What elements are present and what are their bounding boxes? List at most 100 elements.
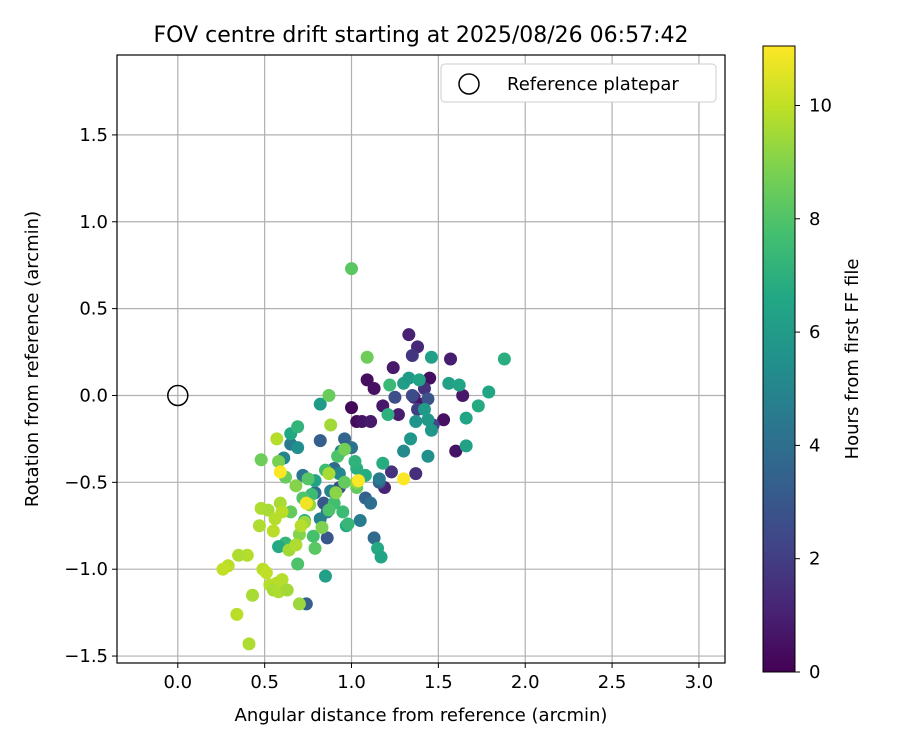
data-point <box>313 434 327 448</box>
data-point <box>397 444 411 458</box>
y-axis-ticks: −1.5 −1.0 −0.5 0.0 0.5 1.0 1.5 <box>64 125 117 667</box>
data-point <box>442 376 456 390</box>
data-point <box>291 441 305 455</box>
colorbar-label: Hours from first FF file <box>842 259 863 460</box>
data-point <box>367 531 381 545</box>
plot-frame <box>116 54 726 664</box>
data-point <box>308 541 322 555</box>
y-tick-label: −1.0 <box>64 559 108 580</box>
colorbar: 0 2 4 6 8 10 Hours from first FF file <box>762 45 863 683</box>
data-point <box>338 442 352 456</box>
y-axis-label: Rotation from reference (arcmin) <box>22 211 43 507</box>
legend-marker-icon <box>458 73 480 95</box>
data-point <box>306 529 320 543</box>
data-point <box>270 432 284 446</box>
data-point <box>391 408 405 422</box>
colorbar-tick-label: 8 <box>809 209 820 230</box>
data-point <box>404 432 418 446</box>
data-point <box>322 388 336 402</box>
data-point <box>345 262 359 276</box>
colorbar-tick-label: 4 <box>809 435 820 456</box>
data-point <box>318 569 332 583</box>
data-point <box>421 449 435 463</box>
data-point <box>272 454 286 468</box>
data-point <box>289 479 303 493</box>
data-point <box>424 350 438 364</box>
data-point <box>402 371 416 385</box>
colorbar-gradient <box>762 45 796 673</box>
data-point <box>360 373 374 387</box>
data-point <box>421 413 435 427</box>
data-point <box>289 538 303 552</box>
data-point <box>216 562 230 576</box>
legend-box <box>440 63 717 103</box>
data-point <box>338 432 352 446</box>
data-point <box>383 378 397 392</box>
data-point <box>345 401 359 415</box>
x-tick-label: 1.0 <box>337 672 366 693</box>
data-point <box>322 503 336 517</box>
data-point <box>360 350 374 364</box>
x-tick-label: 3.0 <box>685 672 714 693</box>
data-point <box>364 415 378 429</box>
data-point <box>386 361 400 375</box>
y-tick-label: 1.5 <box>79 125 108 146</box>
data-point <box>417 402 431 416</box>
y-tick-label: −0.5 <box>64 472 108 493</box>
data-point <box>291 557 305 571</box>
legend-entry-label: Reference platepar <box>507 74 679 95</box>
data-point <box>254 453 268 467</box>
data-point <box>381 408 395 422</box>
data-point <box>388 390 402 404</box>
x-tick-label: 0.0 <box>163 672 192 693</box>
data-point <box>341 517 355 531</box>
colorbar-ticks: 0 2 4 6 8 10 <box>795 95 832 683</box>
data-point <box>424 423 438 437</box>
data-point <box>459 411 473 425</box>
data-point <box>261 503 275 517</box>
data-point <box>232 548 246 562</box>
data-point <box>291 420 305 434</box>
chart-title: FOV centre drift starting at 2025/08/26 … <box>154 23 689 48</box>
data-point <box>322 467 336 481</box>
data-point <box>409 415 423 429</box>
data-point <box>301 472 315 486</box>
x-tick-label: 2.0 <box>511 672 540 693</box>
data-point <box>266 524 280 538</box>
data-point <box>294 519 308 533</box>
data-point <box>459 439 473 453</box>
data-point <box>280 583 294 597</box>
data-point <box>348 454 362 468</box>
x-tick-label: 0.5 <box>250 672 279 693</box>
data-point <box>412 373 426 387</box>
data-point <box>452 378 466 392</box>
data-point <box>497 352 511 366</box>
data-point <box>353 514 367 528</box>
data-point <box>405 388 419 402</box>
data-point <box>259 566 273 580</box>
data-point <box>402 328 416 342</box>
data-point <box>275 573 289 587</box>
colorbar-tick-label: 10 <box>809 95 832 116</box>
grid <box>117 55 725 663</box>
data-point <box>351 474 365 488</box>
data-point <box>421 392 435 406</box>
data-point <box>397 472 411 486</box>
x-tick-label: 1.5 <box>424 672 453 693</box>
data-point <box>329 486 343 500</box>
data-point <box>367 382 381 396</box>
data-point <box>245 588 259 602</box>
data-point <box>471 399 485 413</box>
x-tick-label: 2.5 <box>598 672 627 693</box>
data-point <box>336 505 350 519</box>
data-point <box>313 397 327 411</box>
data-point <box>374 550 388 564</box>
data-point <box>338 475 352 489</box>
data-point <box>292 597 306 611</box>
data-point <box>456 388 470 402</box>
data-point <box>482 385 496 399</box>
data-point <box>405 349 419 363</box>
data-point <box>372 472 386 486</box>
y-tick-label: 0.0 <box>79 385 108 406</box>
